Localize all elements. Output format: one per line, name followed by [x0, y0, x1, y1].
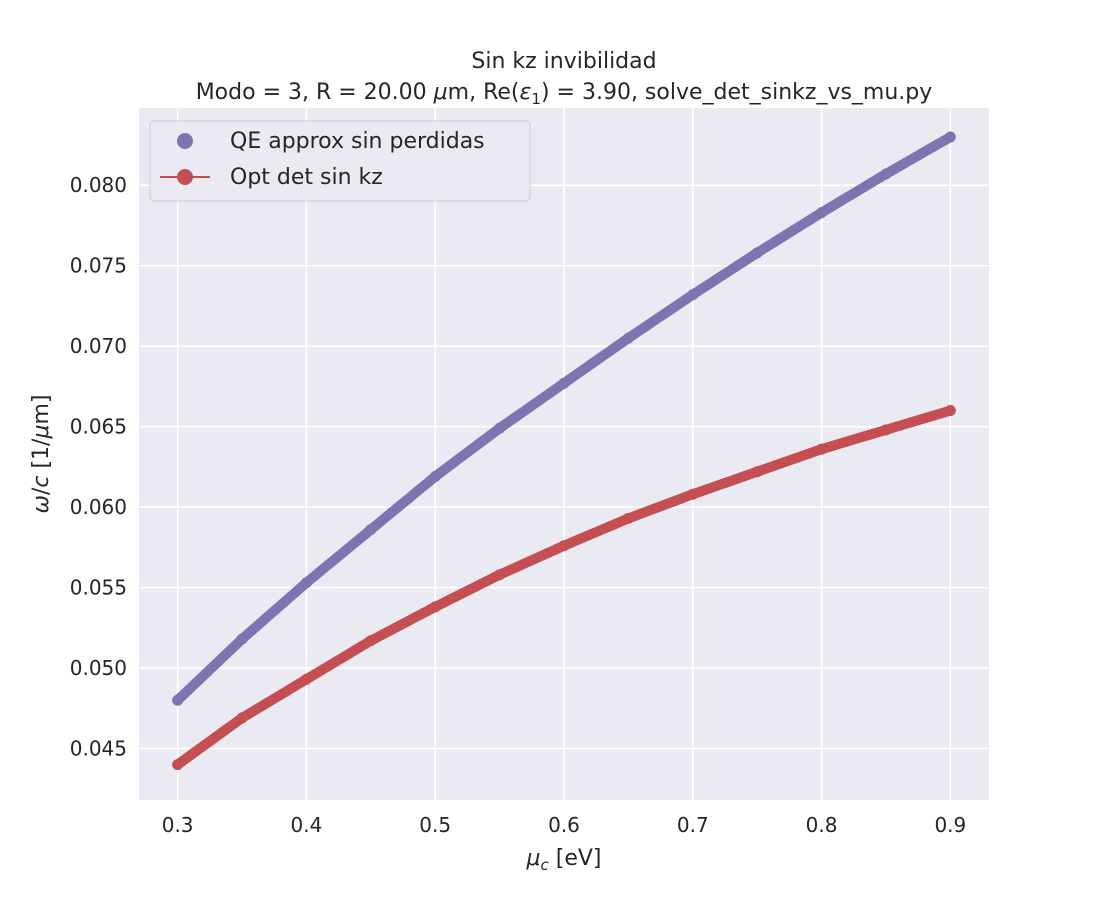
- series-opt: [172, 405, 956, 771]
- legend-box: [149, 120, 531, 202]
- y-axis-unit-close: m]: [29, 395, 54, 425]
- y-tick-label: 0.080: [70, 173, 127, 197]
- y-tick-label: 0.070: [70, 334, 127, 358]
- data-point-qe: [429, 471, 441, 483]
- legend-marker-opt: [177, 169, 193, 185]
- subtitle-mu-symbol: μ: [433, 80, 448, 105]
- subtitle-suffix: ) = 3.90, solve_det_sinkz_vs_mu.py: [541, 80, 932, 105]
- data-point-opt: [816, 443, 828, 455]
- chart-title: Sin kz invibilidad: [471, 49, 656, 74]
- series-layer: [172, 131, 956, 771]
- y-tick-label: 0.050: [70, 656, 127, 680]
- data-point-opt: [622, 512, 634, 524]
- tick-labels: 0.3 0.4 0.5 0.6 0.7 0.8 0.9 0.045 0.050 0.055 0.06…: [70, 173, 967, 837]
- data-point-qe: [816, 207, 828, 219]
- subtitle-prefix: Modo = 3, R = 20.00: [196, 80, 434, 105]
- legend-marker-qe: [177, 133, 193, 149]
- data-point-opt: [236, 712, 248, 724]
- series-qe: [172, 131, 956, 706]
- data-point-qe: [944, 131, 956, 143]
- data-point-qe: [172, 694, 184, 706]
- x-tick-label: 0.9: [934, 813, 966, 837]
- y-tick-label: 0.065: [70, 415, 127, 439]
- x-axis-label: μc [eV]: [526, 846, 602, 874]
- data-point-qe: [622, 332, 634, 344]
- x-axis-symbol: μ: [526, 846, 541, 871]
- y-axis-mu: μ: [29, 425, 54, 440]
- data-point-qe: [751, 247, 763, 259]
- data-point-opt: [687, 488, 699, 500]
- grid-lines: [139, 108, 989, 800]
- data-point-qe: [880, 168, 892, 180]
- subtitle-eps-subscript: 1: [531, 90, 541, 108]
- legend-label-opt: Opt det sin kz: [230, 165, 383, 190]
- y-tick-label: 0.060: [70, 495, 127, 519]
- subtitle-after-mu: m, Re(: [448, 80, 520, 105]
- data-point-opt: [429, 601, 441, 613]
- subtitle-eps-symbol: ε: [520, 80, 532, 105]
- y-axis-label: ω/c [1/μm]: [29, 395, 54, 514]
- y-axis-omega: ω: [29, 495, 54, 513]
- y-tick-label: 0.055: [70, 576, 127, 600]
- data-point-qe: [687, 289, 699, 301]
- data-point-opt: [365, 635, 377, 647]
- y-axis-c: c: [29, 476, 54, 488]
- x-axis-unit: [eV]: [549, 846, 602, 871]
- data-point-qe: [558, 377, 570, 389]
- data-point-opt: [944, 405, 956, 417]
- data-point-qe: [365, 524, 377, 536]
- data-point-opt: [172, 759, 184, 771]
- x-tick-label: 0.5: [419, 813, 451, 837]
- x-tick-label: 0.3: [162, 813, 194, 837]
- data-point-qe: [300, 577, 312, 589]
- x-tick-label: 0.4: [291, 813, 323, 837]
- x-tick-label: 0.7: [677, 813, 709, 837]
- y-tick-label: 0.045: [70, 737, 127, 761]
- chart-subtitle: Modo = 3, R = 20.00 μm, Re(ε1) = 3.90, s…: [196, 80, 933, 108]
- data-point-opt: [300, 673, 312, 685]
- x-axis-subscript: c: [541, 856, 550, 874]
- data-point-opt: [880, 424, 892, 436]
- y-axis-unit-open: [1/: [29, 438, 54, 476]
- x-tick-label: 0.6: [548, 813, 580, 837]
- y-tick-label: 0.075: [70, 254, 127, 278]
- data-point-opt: [558, 540, 570, 552]
- data-point-opt: [751, 466, 763, 478]
- data-point-qe: [236, 633, 248, 645]
- x-tick-label: 0.8: [806, 813, 838, 837]
- legend-label-qe: QE approx sin perdidas: [230, 129, 485, 154]
- data-point-opt: [494, 569, 506, 581]
- y-axis-slash: /: [29, 487, 54, 495]
- legend: QE approx sin perdidas Opt det sin kz: [149, 120, 531, 202]
- data-point-qe: [494, 422, 506, 434]
